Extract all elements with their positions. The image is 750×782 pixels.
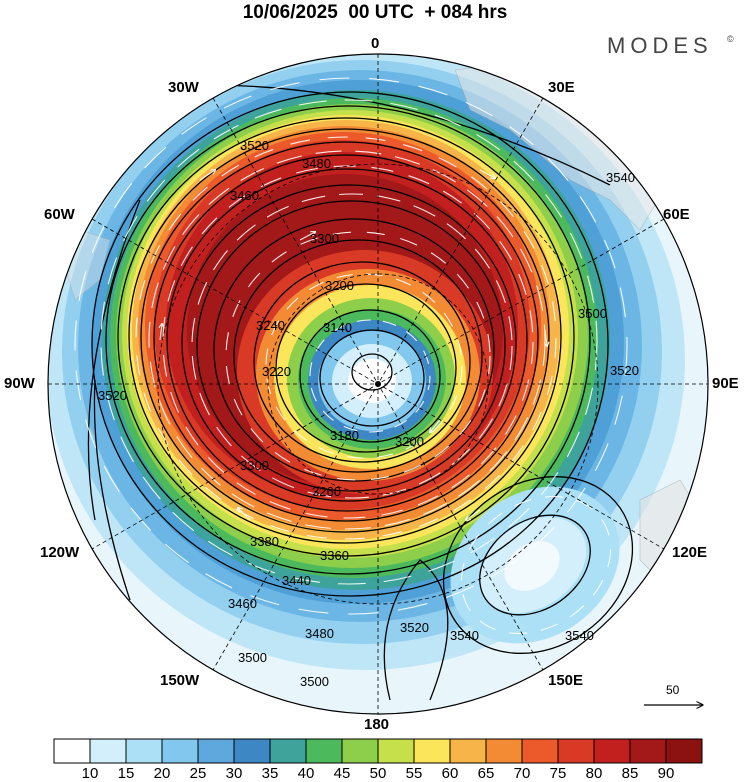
contour-label: 3380 [250,534,279,549]
contour-label: 3460 [230,188,259,203]
lon-label-60w: 60W [44,206,75,223]
colorbar-tick-label: 45 [333,765,351,782]
lon-label-30w: 30W [168,79,199,96]
lon-label-150w: 150W [160,672,200,689]
colorbar-tick-label: 30 [225,765,243,782]
colorbar-tick-label: 70 [513,765,531,782]
contour-label: 3520 [400,620,429,635]
contour-label: 3180 [330,428,359,443]
contour-label: 3220 [262,364,291,379]
colorbar-tick-label: 85 [621,765,639,782]
north-pole-marker [375,381,381,387]
lon-label-60e: 60E [663,206,690,223]
colorbar-tick-label: 75 [549,765,567,782]
contour-label: 3500 [238,650,267,665]
contour-label: 3540 [450,628,479,643]
wind-scale-arrow [644,698,710,712]
colorbar-tick-label: 35 [261,765,279,782]
colorbar-tick-label: 90 [657,765,675,782]
lon-label-30e: 30E [548,79,575,96]
contour-label: 3260 [312,484,341,499]
contour-label: 3480 [305,626,334,641]
colorbar-tick-label: 60 [441,765,459,782]
contour-label: 3200 [325,278,354,293]
height-contours [87,84,634,701]
wind-scale-label: 50 [666,683,680,697]
contour-label: 3460 [228,596,257,611]
lon-label-90w: 90W [4,375,35,392]
colorbar-tick-label: 15 [117,765,135,782]
lon-label-0: 0 [371,35,380,52]
contour-labels: 3540 3520 3520 3520 3500 3500 3500 3480 … [98,138,639,689]
contour-label: 3200 [395,434,424,449]
contour-label: 3520 [240,138,269,153]
contour-label: 3300 [310,231,339,246]
contour-label: 3240 [256,318,285,333]
wind-streamlines [74,77,628,634]
colorbar-tick-label: 65 [477,765,495,782]
colorbar-tick-label: 40 [297,765,315,782]
map-title: 10/06/2025 00 UTC + 084 hrs [242,2,508,23]
colorbar-tick-label: 55 [405,765,423,782]
contour-label: 3500 [300,674,329,689]
contour-label: 3140 [323,320,352,335]
brand-copyright-mark: © [727,34,734,44]
contour-label: 3440 [282,573,311,588]
colorbar-tick-label: 80 [585,765,603,782]
lon-label-120w: 120W [40,544,80,561]
lon-label-150e: 150E [548,672,584,689]
contour-label: 3540 [565,628,594,643]
colorbar-tick-label: 25 [189,765,207,782]
contour-label: 3540 [606,170,635,185]
contour-label: 3500 [578,306,607,321]
colorbar-tick-label: 50 [369,765,387,782]
contour-label: 3300 [240,458,269,473]
colorbar-tick-label: 20 [153,765,171,782]
brand-logo: MODES [607,33,713,58]
contour-label: 3520 [610,363,639,378]
contour-label: 3360 [320,548,349,563]
lon-label-120e: 120E [672,544,708,561]
map-boundary [47,53,709,715]
colorbar-tick-label: 10 [81,765,99,782]
contour-label: 3520 [98,388,127,403]
lon-label-180: 180 [364,716,390,733]
contour-label: 3480 [302,156,331,171]
lon-label-90e: 90E [712,375,739,392]
